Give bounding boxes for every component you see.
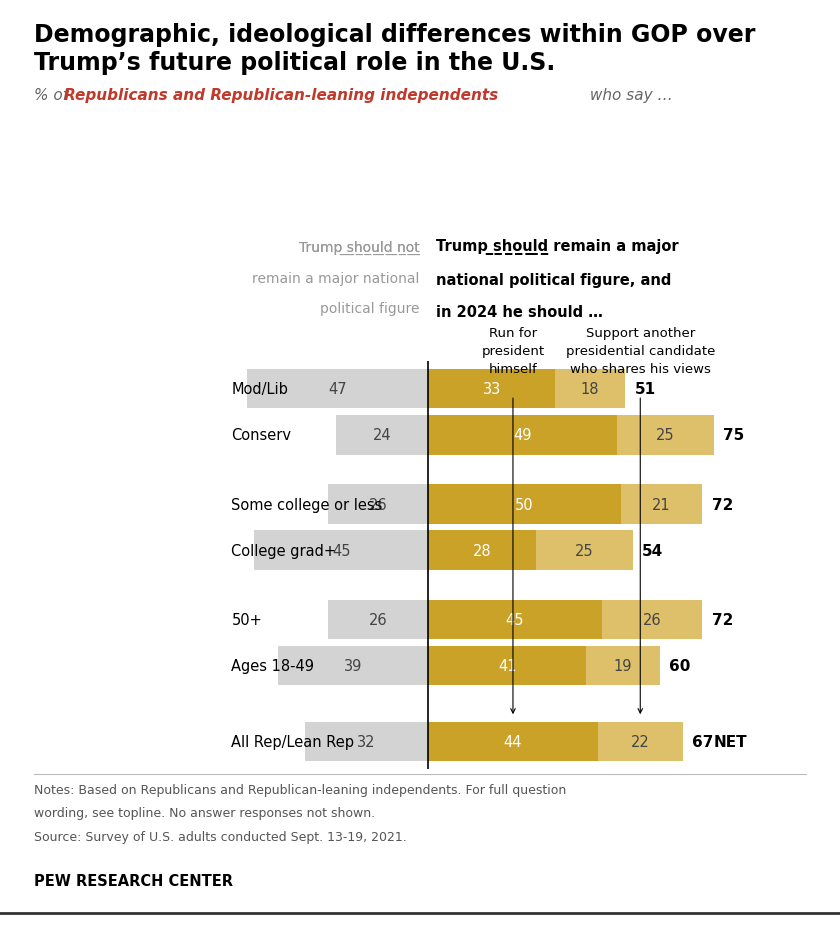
Text: All Rep/Lean Rep: All Rep/Lean Rep xyxy=(231,734,354,749)
Bar xyxy=(617,415,713,455)
Bar xyxy=(328,600,428,640)
Text: Trump ̲s̲h̲o̲u̲l̲d̲ remain a major: Trump ̲s̲h̲o̲u̲l̲d̲ remain a major xyxy=(437,239,679,255)
Text: political figure: political figure xyxy=(320,302,420,316)
Text: Trump’s future political role in the U.S.: Trump’s future political role in the U.S… xyxy=(34,51,555,75)
Text: 21: 21 xyxy=(652,497,671,512)
Text: 39: 39 xyxy=(344,658,362,673)
Bar xyxy=(278,646,428,686)
Text: 72: 72 xyxy=(711,497,733,512)
Text: Run for
president
himself: Run for president himself xyxy=(481,326,544,375)
Text: 45: 45 xyxy=(506,613,524,628)
Text: 32: 32 xyxy=(357,734,375,749)
Text: Support another
presidential candidate
who shares his views: Support another presidential candidate w… xyxy=(565,326,715,375)
Text: 25: 25 xyxy=(575,543,594,558)
Bar xyxy=(428,600,601,640)
Text: 25: 25 xyxy=(656,428,675,443)
Bar xyxy=(255,531,428,570)
Bar xyxy=(601,600,702,640)
Text: wording, see topline. No answer responses not shown.: wording, see topline. No answer response… xyxy=(34,806,375,819)
Text: 47: 47 xyxy=(328,382,347,397)
Bar xyxy=(247,370,428,409)
Bar xyxy=(305,722,428,761)
Bar xyxy=(428,722,598,761)
Text: College grad+: College grad+ xyxy=(231,543,336,558)
Text: Source: Survey of U.S. adults conducted Sept. 13-19, 2021.: Source: Survey of U.S. adults conducted … xyxy=(34,830,407,843)
Text: Trump should not: Trump should not xyxy=(299,241,420,255)
Text: national political figure, and: national political figure, and xyxy=(437,273,672,287)
Text: 60: 60 xyxy=(669,658,690,673)
Text: 45: 45 xyxy=(332,543,350,558)
Bar xyxy=(428,370,555,409)
Bar xyxy=(598,722,683,761)
Text: 24: 24 xyxy=(372,428,391,443)
Bar xyxy=(621,485,702,525)
Text: Trump ̲s̲h̲o̲u̲l̲d̲ ̲n̲o̲t̲: Trump ̲s̲h̲o̲u̲l̲d̲ ̲n̲o̲t̲ xyxy=(299,241,420,255)
Text: 22: 22 xyxy=(631,734,649,749)
Text: 51: 51 xyxy=(634,382,655,397)
Text: PEW RESEARCH CENTER: PEW RESEARCH CENTER xyxy=(34,873,233,888)
Text: 18: 18 xyxy=(581,382,600,397)
Text: Ages 18-49: Ages 18-49 xyxy=(231,658,314,673)
Text: 19: 19 xyxy=(614,658,633,673)
Text: in 2024 he should …: in 2024 he should … xyxy=(437,305,603,320)
Bar xyxy=(555,370,625,409)
Text: Notes: Based on Republicans and Republican-leaning independents. For full questi: Notes: Based on Republicans and Republic… xyxy=(34,783,566,796)
Bar xyxy=(536,531,633,570)
Text: 41: 41 xyxy=(498,658,517,673)
Text: % of: % of xyxy=(34,88,72,103)
Text: Republicans and Republican-leaning independents: Republicans and Republican-leaning indep… xyxy=(64,88,498,103)
Text: 75: 75 xyxy=(723,428,744,443)
Bar xyxy=(428,485,621,525)
Text: 72: 72 xyxy=(711,613,733,628)
Bar xyxy=(428,646,586,686)
Text: 49: 49 xyxy=(513,428,532,443)
Bar xyxy=(328,485,428,525)
Text: remain a major national: remain a major national xyxy=(252,272,420,286)
Text: Demographic, ideological differences within GOP over: Demographic, ideological differences wit… xyxy=(34,23,755,47)
Text: who say …: who say … xyxy=(585,88,672,103)
Bar xyxy=(428,415,617,455)
Bar xyxy=(428,531,536,570)
Text: 26: 26 xyxy=(369,497,387,512)
Text: 26: 26 xyxy=(369,613,387,628)
Text: 54: 54 xyxy=(643,543,664,558)
Text: 28: 28 xyxy=(473,543,491,558)
Text: 33: 33 xyxy=(483,382,501,397)
Text: 44: 44 xyxy=(504,734,522,749)
Text: Some college or less: Some college or less xyxy=(231,497,383,512)
Text: Conserv: Conserv xyxy=(231,428,291,443)
Text: 50+: 50+ xyxy=(231,613,262,628)
Bar xyxy=(586,646,659,686)
Text: 50: 50 xyxy=(515,497,534,512)
Text: 26: 26 xyxy=(643,613,661,628)
Text: 67: 67 xyxy=(692,734,714,749)
Text: NET: NET xyxy=(713,734,748,749)
Text: Mod/Lib: Mod/Lib xyxy=(231,382,288,397)
Bar xyxy=(335,415,428,455)
